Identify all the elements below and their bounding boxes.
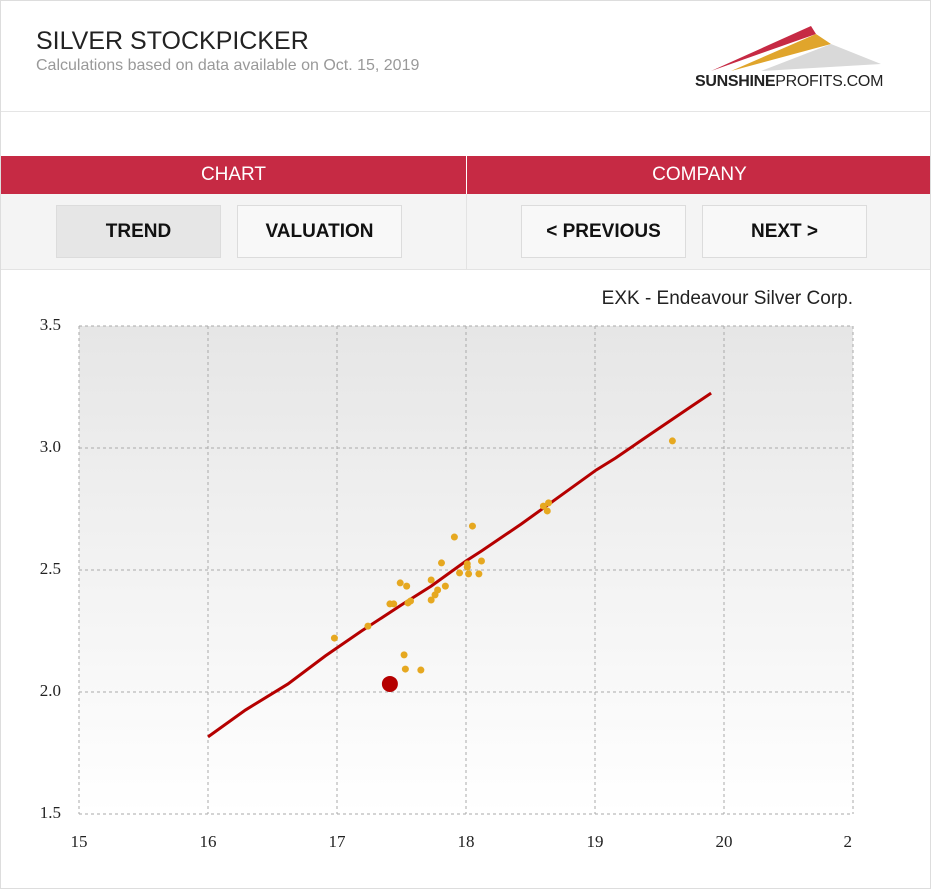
y-tick-label: 2.5 bbox=[40, 559, 61, 578]
peer-point bbox=[456, 569, 464, 577]
peer-point bbox=[427, 576, 435, 584]
peer-point bbox=[465, 570, 473, 578]
x-tick-label: 18 bbox=[458, 832, 475, 851]
peer-point bbox=[437, 559, 445, 567]
current-point bbox=[381, 675, 398, 692]
x-tick-label: 17 bbox=[329, 832, 347, 851]
peer-point bbox=[401, 665, 409, 673]
peer-point bbox=[400, 651, 408, 659]
page-subtitle: Calculations based on data available on … bbox=[36, 57, 420, 74]
divider bbox=[466, 194, 467, 269]
peer-point bbox=[396, 579, 404, 587]
peer-point bbox=[475, 570, 483, 578]
peer-point bbox=[441, 582, 449, 590]
previous-button[interactable]: < PREVIOUS bbox=[521, 205, 686, 258]
peer-point bbox=[539, 502, 547, 510]
peer-point bbox=[390, 600, 398, 608]
logo-text: SUNSHINEPROFITS.COM bbox=[695, 73, 883, 91]
tab-header: COMPANY bbox=[467, 156, 930, 194]
y-tick-label: 3.5 bbox=[40, 315, 61, 334]
peer-point bbox=[463, 563, 471, 571]
x-tick-label: 2 bbox=[844, 832, 853, 851]
y-tick-label: 2.0 bbox=[40, 681, 61, 700]
peer-point bbox=[468, 522, 476, 530]
next-button[interactable]: NEXT > bbox=[702, 205, 867, 258]
logo-swoosh bbox=[711, 26, 881, 71]
chart-title: EXK - Endeavour Silver Corp. bbox=[602, 288, 853, 309]
trend-line bbox=[207, 391, 712, 739]
peer-point bbox=[427, 596, 435, 604]
peer-point bbox=[434, 586, 442, 594]
y-tick-label: 3.0 bbox=[40, 437, 61, 456]
peer-point bbox=[364, 622, 372, 630]
tab-header: CHART bbox=[1, 156, 466, 194]
peer-point bbox=[543, 507, 551, 515]
logo-bold: SUNSHINE bbox=[695, 73, 776, 90]
valuation-button[interactable]: VALUATION bbox=[237, 205, 402, 258]
divider bbox=[1, 111, 930, 112]
y-tick-label: 1.5 bbox=[40, 803, 61, 822]
peer-point bbox=[330, 634, 338, 642]
peer-point bbox=[477, 557, 485, 565]
peer-point bbox=[407, 597, 415, 605]
peer-point bbox=[450, 533, 458, 541]
x-tick-label: 20 bbox=[716, 832, 733, 851]
trend-button[interactable]: TREND bbox=[56, 205, 221, 258]
logo-light: PROFITS.COM bbox=[775, 73, 884, 90]
peer-point bbox=[545, 499, 553, 507]
x-tick-label: 19 bbox=[587, 832, 604, 851]
page-title: SILVER STOCKPICKER bbox=[36, 27, 309, 55]
chart: EXK - Endeavour Silver Corp. 15 16 17 18 19 2… bbox=[40, 288, 854, 851]
peer-point bbox=[668, 437, 676, 445]
x-tick-label: 15 bbox=[71, 832, 88, 851]
peer-point bbox=[403, 582, 411, 590]
peer-point bbox=[417, 666, 425, 674]
x-tick-label: 16 bbox=[200, 832, 217, 851]
